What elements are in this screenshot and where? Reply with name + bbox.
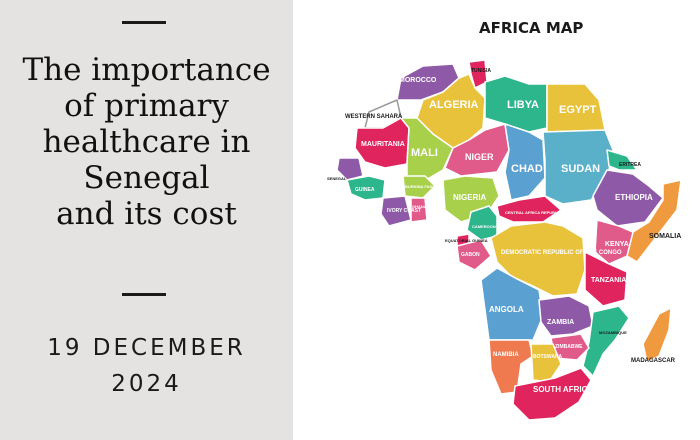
label-burkina-faso: BURKINA FASO [405,184,435,189]
country-cameroon [466,205,498,241]
country-botswana [530,343,562,383]
top-divider [122,21,166,24]
label-mali: MALI [411,147,438,159]
label-drc: DEMOCRATIC REPUBLIC OF THE CONGO [501,250,622,256]
country-egypt [546,83,606,133]
label-sudan: SUDAN [561,163,600,175]
label-somalia: SOMALIA [649,233,681,240]
country-kenya [594,219,634,265]
publish-date-line: 2024 [111,371,182,397]
country-somalia [626,179,682,263]
label-ethiopia: ETHIOPIA [615,193,653,202]
label-zimbabwe: ZIMBABWE [555,344,583,350]
country-zambia [538,295,594,337]
publish-date: 19 DECEMBER 2024 [0,330,293,402]
article-title-line: Senegal [83,160,210,196]
label-tanzania: TANZANIA [591,277,626,284]
label-niger: NIGER [465,152,494,162]
label-madagascar: MADAGASCAR [631,358,676,364]
label-mozambique: MOZAMBIQUE [599,330,627,335]
article-title-line: of primary [64,88,229,124]
country-sudan [542,129,614,205]
country-ethiopia [592,169,664,227]
label-equatorial-guinea: EQUATORIAL GUINEA [445,238,488,243]
label-mauritania: MAURITANIA [361,141,405,148]
label-western-sahara: WESTERN SAHARA [345,114,403,120]
label-namibia: NAMIBIA [493,352,519,358]
publish-date-line: 19 DECEMBER [47,335,246,361]
label-morocco: MOROCCO [399,77,437,84]
article-title-panel: The importance of primary healthcare in … [0,0,293,440]
country-namibia [488,339,534,395]
label-gabon: GABON [461,252,480,258]
country-ghana [410,197,428,223]
country-south-africa [512,367,592,421]
bottom-divider [122,293,166,296]
article-title-line: The importance [22,52,271,88]
country-ivory-coast [380,195,412,227]
country-chad [504,123,546,201]
article-title: The importance of primary healthcare in … [0,52,293,232]
label-ghana: GHANA [412,204,427,209]
map-title: AFRICA MAP [479,19,583,37]
country-burkina-faso [402,175,436,199]
africa-map: AFRICA MAP [327,19,682,421]
label-nigeria: NIGERIA [453,193,487,202]
label-south-africa: SOUTH AFRICA [533,385,593,394]
label-botswana: BOTSWANA [533,354,563,360]
country-tunisia [468,59,488,89]
label-tunisia: TUNISIA [471,68,491,74]
country-tanzania [584,251,628,307]
label-egypt: EGYPT [559,104,597,116]
label-zambia: ZAMBIA [547,319,574,326]
country-madagascar [642,307,672,363]
article-title-line: healthcare in [42,124,251,160]
label-senegal: SENEGAL [327,176,347,181]
label-algeria: ALGERIA [429,99,479,111]
label-angola: ANGOLA [489,305,524,314]
label-ivory-coast: IVORY COAST [387,208,421,214]
country-car [496,195,562,223]
label-eritrea: ERITREA [619,162,641,168]
label-chad: CHAD [511,163,543,175]
label-guinea: GUINEA [355,187,375,193]
label-cameroon: CAMEROON [472,224,496,229]
africa-map-panel: AFRICA MAP [293,0,700,440]
label-kenya: KENYA [605,241,629,248]
article-title-line: and its cost [56,196,237,232]
country-eritrea [606,149,638,171]
label-libya: LIBYA [507,99,539,111]
label-car: CENTRAL AFRICA REPUBLIC [505,210,562,215]
country-mali [400,117,454,185]
country-gabon [456,239,492,271]
